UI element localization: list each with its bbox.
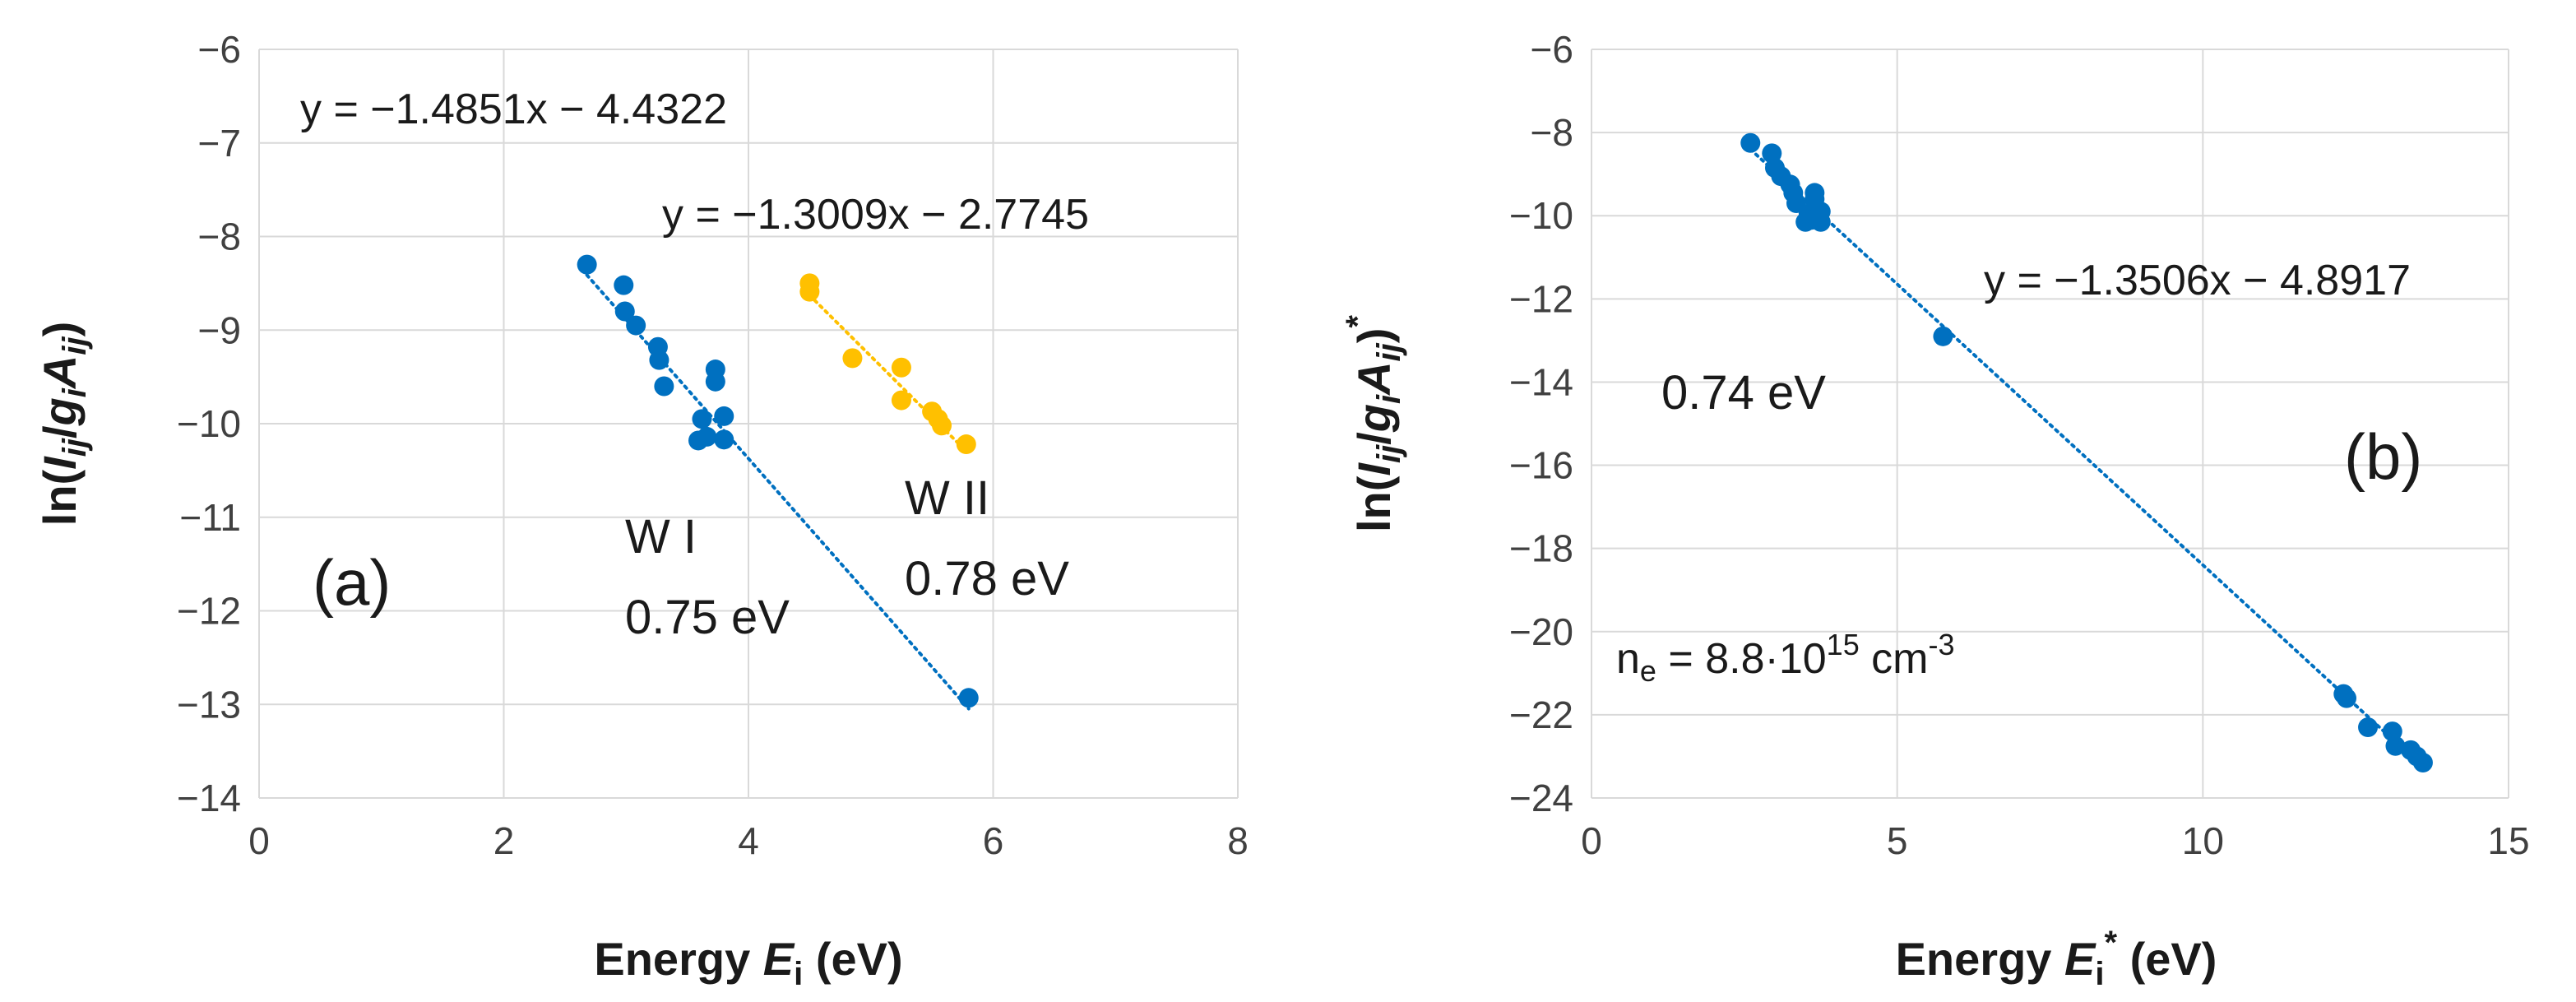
chart-a-data-point (932, 415, 952, 436)
chart-b-data-point (1810, 202, 1831, 222)
chart-a-data-point (958, 688, 979, 708)
chart-b-grid (1591, 49, 2509, 799)
chart-b-fit-line-0 (1749, 147, 2425, 769)
chart-a-y-tick-label: −12 (177, 590, 241, 633)
chart-b-data-point (2412, 753, 2433, 773)
chart-a-y-tick-label: −8 (198, 216, 241, 258)
chart-a-data-point (649, 350, 669, 370)
chart-b-y-tick-label: −18 (1509, 527, 1573, 570)
chart-a-panel-label: (a) (313, 546, 391, 619)
chart-a-data-point (654, 376, 674, 397)
chart-b-y-tick-label: −24 (1509, 777, 1573, 819)
chart-b-data-point (1740, 132, 1761, 153)
chart-b-panel-label: (b) (2344, 420, 2422, 493)
chart-b-data-point (2337, 688, 2357, 708)
chart-a-y-tick-label: −7 (198, 122, 241, 165)
chart-a-data-point (697, 426, 717, 447)
chart-a-x-tick-label: 4 (738, 819, 759, 862)
chart-b-y-tick-label: −20 (1509, 610, 1573, 653)
chart-a-data-point (956, 434, 976, 455)
chart-a-data-point (891, 390, 911, 411)
chart-b-y-ticks: −24 −22 −20 −18 −16 −14 −12 −10 −8 −6 (1509, 28, 1573, 819)
chart-b-y-tick-label: −8 (1531, 111, 1573, 154)
chart-b-x-axis-title: Energy Ei* (eV) (1896, 925, 2217, 992)
chart-b-y-tick-label: −22 (1509, 694, 1573, 736)
chart-a-fit-equation-wi: y = −1.4851x − 4.4322 (300, 86, 727, 133)
chart-a-y-tick-label: −6 (198, 28, 241, 71)
chart-a-x-tick-label: 6 (983, 819, 1004, 862)
chart-b-x-tick-label: 15 (2487, 819, 2529, 862)
chart-a-data-point (705, 371, 725, 392)
chart-b-x-ticks: 0 5 10 15 (1581, 819, 2529, 862)
chart-a-data-point (714, 429, 734, 450)
chart-a-data-point (714, 406, 734, 426)
chart-b-y-tick-label: −16 (1509, 444, 1573, 487)
chart-a-x-ticks: 0 2 4 6 8 (248, 819, 1249, 862)
chart-b-y-axis-title: ln(Iij/giAij)* (1340, 315, 1407, 532)
chart-a-y-axis-title: ln(Iij/giAij) (34, 322, 93, 526)
chart-a-x-axis-title: Energy Ei (eV) (594, 933, 902, 992)
chart-a-data-point (577, 254, 597, 275)
chart-a-label-wi: W I (625, 510, 697, 564)
chart-a-data-point (799, 281, 820, 302)
chart-b-data-point (2385, 735, 2406, 756)
chart-b-data-point (2358, 717, 2379, 738)
chart-a-data-point (614, 275, 634, 295)
chart-b-x-tick-label: 10 (2182, 819, 2224, 862)
chart-b-y-tick-label: −12 (1509, 277, 1573, 320)
chart-a-points (577, 254, 979, 708)
chart-a-data-point (614, 301, 635, 322)
chart-b: −24 −22 −20 −18 −16 −14 −12 −10 −8 −6 0 5 10 15 Ener… (1340, 28, 2530, 992)
chart-b-points (1740, 132, 2433, 773)
chart-a-data-point (842, 348, 863, 369)
chart-a-fit-equation-wii: y = −1.3009x − 2.7745 (662, 191, 1089, 239)
chart-a-y-tick-label: −14 (177, 777, 241, 819)
chart-a-x-tick-label: 2 (493, 819, 515, 862)
chart-a-y-tick-label: −13 (177, 683, 241, 726)
chart-b-x-tick-label: 5 (1887, 819, 1908, 862)
chart-a-y-tick-label: −10 (177, 402, 241, 445)
chart-b-x-tick-label: 0 (1581, 819, 1602, 862)
chart-a-grid (258, 49, 1239, 799)
chart-a-data-point (626, 315, 646, 336)
chart-a: −14 −13 −12 −11 −10 −9 −8 −7 −6 0 2 4 6 8 Energy Ei … (34, 28, 1249, 992)
chart-b-energy: 0.74 eV (1661, 366, 1826, 420)
chart-b-electron-density: ne = 8.8·1015 cm-3 (1616, 628, 1955, 688)
chart-b-fit-equation: y = −1.3506x − 4.8917 (1984, 257, 2411, 304)
chart-a-x-tick-label: 0 (248, 819, 270, 862)
chart-b-y-tick-label: −10 (1509, 194, 1573, 237)
chart-a-energy-wi: 0.75 eV (625, 591, 790, 644)
chart-a-y-tick-label: −11 (179, 496, 241, 539)
chart-b-y-tick-label: −14 (1509, 360, 1573, 403)
chart-a-label-wii: W II (905, 471, 989, 525)
chart-a-energy-wii: 0.78 eV (905, 552, 1069, 605)
chart-a-y-ticks: −14 −13 −12 −11 −10 −9 −8 −7 −6 (177, 28, 241, 819)
chart-b-y-tick-label: −6 (1531, 28, 1573, 71)
chart-a-data-point (692, 409, 712, 429)
chart-a-x-tick-label: 8 (1227, 819, 1249, 862)
chart-b-data-point (1933, 326, 1953, 346)
chart-a-data-point (891, 357, 911, 378)
chart-b-fit-lines (1749, 147, 2425, 769)
chart-a-y-tick-label: −9 (198, 308, 241, 351)
